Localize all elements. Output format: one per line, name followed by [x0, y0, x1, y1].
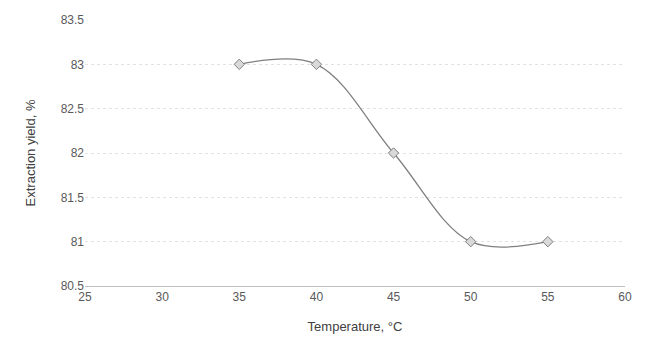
svg-text:Temperature, °C: Temperature, °C [308, 319, 403, 334]
svg-text:45: 45 [387, 290, 401, 304]
svg-text:40: 40 [310, 290, 324, 304]
svg-text:60: 60 [618, 290, 632, 304]
svg-text:82: 82 [71, 146, 85, 160]
svg-text:81: 81 [71, 235, 85, 249]
svg-text:82.5: 82.5 [61, 102, 85, 116]
svg-text:80.5: 80.5 [61, 279, 85, 293]
svg-text:83: 83 [71, 58, 85, 72]
svg-text:25: 25 [78, 290, 92, 304]
svg-text:35: 35 [233, 290, 247, 304]
svg-text:Extraction yield, %: Extraction yield, % [23, 99, 38, 206]
svg-text:83.5: 83.5 [61, 13, 85, 27]
svg-text:30: 30 [155, 290, 169, 304]
svg-text:81.5: 81.5 [61, 191, 85, 205]
svg-text:50: 50 [464, 290, 478, 304]
svg-text:55: 55 [541, 290, 555, 304]
